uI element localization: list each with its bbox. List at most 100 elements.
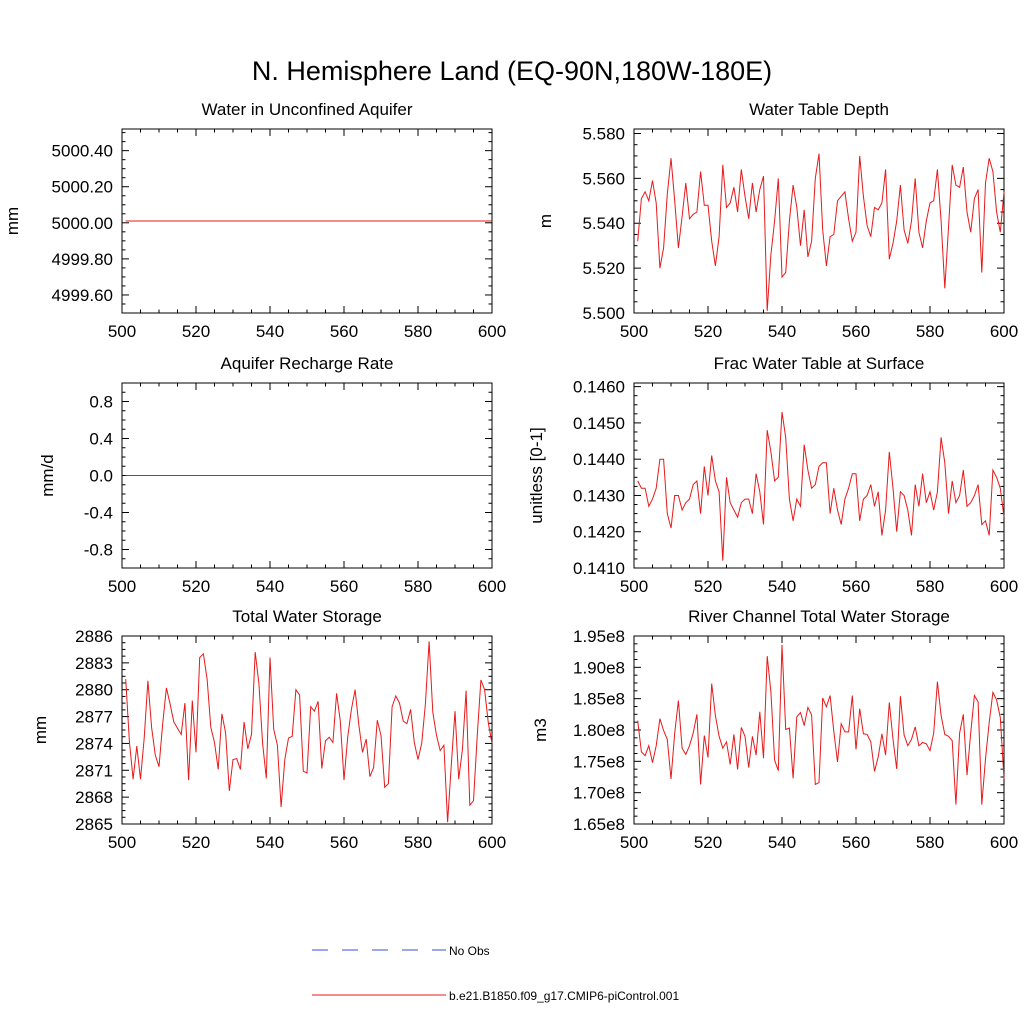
y-tick-label: -0.4 (84, 504, 113, 523)
y-axis-label: mm (3, 207, 22, 235)
x-tick-label: 540 (768, 322, 796, 341)
plot-frame (121, 635, 493, 825)
y-tick-label: 2868 (75, 788, 113, 807)
y-axis-label: m3 (531, 718, 550, 742)
y-tick-label: 1.90e8 (573, 658, 625, 677)
x-tick-label: 540 (768, 833, 796, 852)
x-tick-label: 580 (404, 577, 432, 596)
x-tick-label: 540 (768, 577, 796, 596)
y-tick-label: 5000.20 (52, 178, 113, 197)
y-tick-label: 5.500 (582, 304, 625, 323)
x-tick-label: 600 (990, 322, 1018, 341)
chart-title: Water in Unconfined Aquifer (201, 100, 412, 119)
y-tick-label: 5.540 (582, 214, 625, 233)
x-tick-label: 600 (478, 577, 506, 596)
y-tick-label: 0.1410 (573, 559, 625, 578)
y-tick-label: 0.1420 (573, 523, 625, 542)
y-tick-label: 5.580 (582, 124, 625, 143)
legend-model-label: b.e21.B1850.f09_g17.CMIP6-piControl.001 (449, 989, 679, 1003)
chart-title: Aquifer Recharge Rate (221, 354, 394, 373)
y-tick-label: 0.1450 (573, 414, 625, 433)
y-tick-label: 2883 (75, 654, 113, 673)
y-axis-label: unitless [0-1] (527, 427, 546, 523)
y-tick-label: 0.1460 (573, 378, 625, 397)
x-tick-label: 560 (330, 322, 358, 341)
x-tick-label: 500 (108, 322, 136, 341)
y-tick-label: 2877 (75, 708, 113, 727)
y-tick-label: 2871 (75, 761, 113, 780)
y-tick-label: 0.1430 (573, 486, 625, 505)
y-tick-label: 1.85e8 (573, 690, 625, 709)
chart-title: River Channel Total Water Storage (688, 607, 950, 626)
x-tick-label: 500 (620, 577, 648, 596)
y-tick-label: 1.65e8 (573, 815, 625, 834)
y-axis-label: m (536, 214, 555, 228)
y-tick-label: 1.80e8 (573, 721, 625, 740)
y-tick-label: 0.1440 (573, 450, 625, 469)
chart-panel-6: River Channel Total Water Storage 500 520 5… (531, 607, 1018, 852)
x-tick-label: 560 (330, 577, 358, 596)
y-tick-label: 4999.60 (52, 286, 113, 305)
x-tick-label: 520 (182, 577, 210, 596)
x-tick-label: 560 (842, 322, 870, 341)
series-line-1 (125, 641, 493, 823)
chart-title: Frac Water Table at Surface (714, 354, 925, 373)
y-tick-label: 0.8 (89, 393, 113, 412)
x-tick-label: 600 (478, 322, 506, 341)
y-axis-label: mm/d (38, 454, 57, 497)
x-tick-label: 600 (990, 577, 1018, 596)
y-tick-label: 5.520 (582, 259, 625, 278)
series-line-1 (637, 153, 1005, 311)
x-tick-label: 580 (916, 833, 944, 852)
y-tick-label: 1.95e8 (573, 627, 625, 646)
plot-frame (633, 382, 1005, 569)
chart-title: Total Water Storage (232, 607, 382, 626)
y-tick-label: 5.560 (582, 169, 625, 188)
x-tick-label: 580 (404, 322, 432, 341)
y-tick-label: 1.70e8 (573, 784, 625, 803)
x-tick-label: 520 (182, 833, 210, 852)
panels: Water in Unconfined Aquifer 500 520 540 560 5… (3, 100, 1018, 852)
series-line-1 (637, 644, 1005, 805)
x-tick-label: 500 (108, 833, 136, 852)
x-tick-label: 600 (478, 833, 506, 852)
y-axis-label: mm (31, 716, 50, 744)
x-tick-label: 520 (182, 322, 210, 341)
chart-panel-5: Total Water Storage 500 520 540 560 580 600 286… (31, 607, 506, 852)
x-tick-label: 560 (330, 833, 358, 852)
y-tick-label: 1.75e8 (573, 752, 625, 771)
y-tick-label: 2865 (75, 815, 113, 834)
x-tick-label: 560 (842, 833, 870, 852)
x-tick-label: 520 (694, 322, 722, 341)
x-tick-label: 560 (842, 577, 870, 596)
legend-no-obs-label: No Obs (449, 944, 490, 958)
y-tick-label: 2874 (75, 734, 113, 753)
x-tick-label: 580 (916, 577, 944, 596)
x-tick-label: 520 (694, 833, 722, 852)
chart-panel-4: Frac Water Table at Surface 500 520 540 560 5… (527, 354, 1018, 596)
y-tick-label: 4999.80 (52, 250, 113, 269)
y-tick-label: 0.4 (89, 430, 113, 449)
chart-title: Water Table Depth (749, 100, 889, 119)
x-tick-label: 500 (620, 833, 648, 852)
x-tick-label: 540 (256, 577, 284, 596)
chart-panel-2: Water Table Depth 500 520 540 560 580 600 5.500… (536, 100, 1018, 341)
y-tick-label: 2886 (75, 627, 113, 646)
plot-frame (633, 635, 1005, 825)
x-tick-label: 520 (694, 577, 722, 596)
x-tick-label: 580 (916, 322, 944, 341)
y-tick-label: -0.8 (84, 541, 113, 560)
x-tick-label: 500 (620, 322, 648, 341)
y-tick-label: 5000.00 (52, 214, 113, 233)
x-tick-label: 500 (108, 577, 136, 596)
chart-panel-1: Water in Unconfined Aquifer 500 520 540 560 5… (3, 100, 506, 341)
chart-panel-3: Aquifer Recharge Rate 500 520 540 560 580 600 -… (38, 354, 506, 596)
x-tick-label: 580 (404, 833, 432, 852)
figure-title: N. Hemisphere Land (EQ-90N,180W-180E) (252, 56, 772, 86)
x-tick-label: 540 (256, 322, 284, 341)
x-tick-label: 600 (990, 833, 1018, 852)
x-tick-label: 540 (256, 833, 284, 852)
series-line-1 (637, 411, 1005, 561)
y-tick-label: 0.0 (89, 467, 113, 486)
